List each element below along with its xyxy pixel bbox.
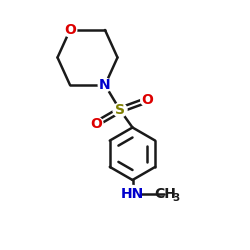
Circle shape bbox=[113, 103, 127, 117]
Text: O: O bbox=[90, 117, 102, 131]
Circle shape bbox=[124, 186, 141, 202]
Text: 3: 3 bbox=[172, 193, 179, 203]
Circle shape bbox=[141, 93, 154, 107]
Text: HN: HN bbox=[121, 187, 144, 201]
Text: CH: CH bbox=[154, 187, 176, 201]
Circle shape bbox=[90, 117, 103, 130]
Text: O: O bbox=[142, 93, 154, 107]
Text: S: S bbox=[115, 103, 125, 117]
Circle shape bbox=[98, 78, 112, 92]
Circle shape bbox=[63, 23, 77, 37]
Text: N: N bbox=[99, 78, 111, 92]
Text: O: O bbox=[64, 23, 76, 37]
